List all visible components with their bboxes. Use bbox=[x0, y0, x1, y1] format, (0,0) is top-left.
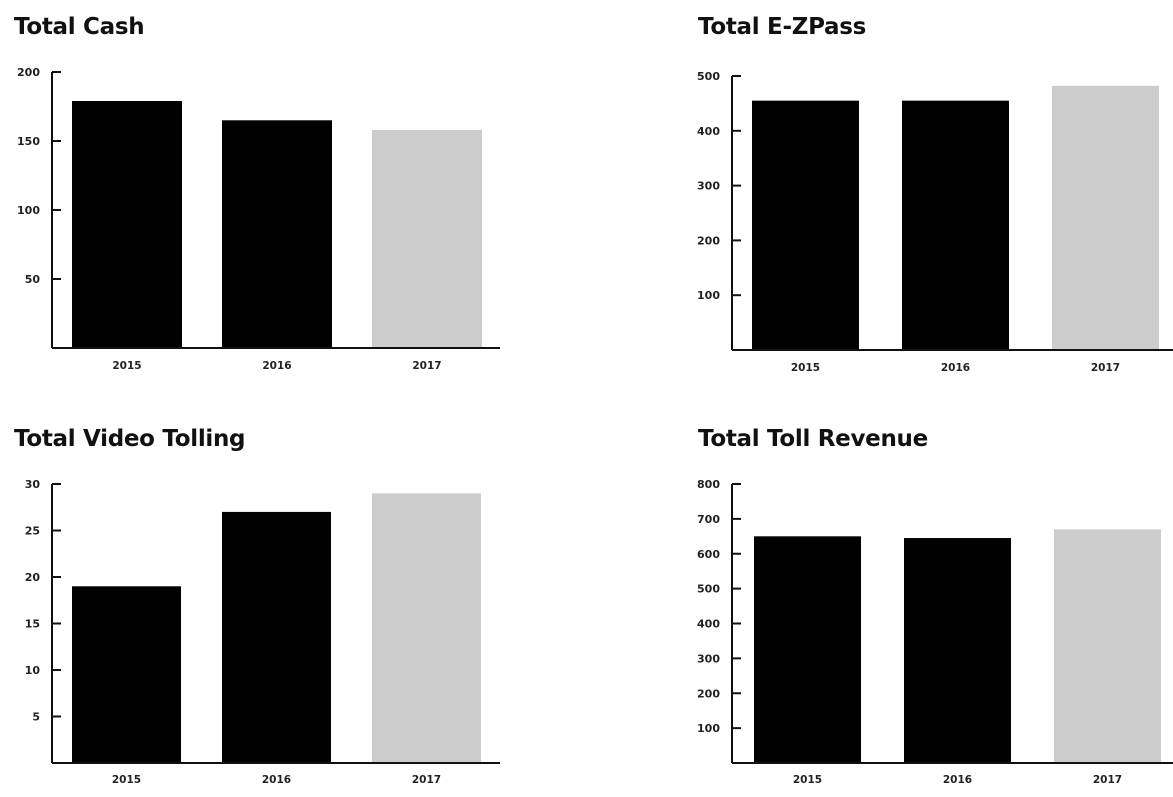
y-tick-label: 100 bbox=[697, 722, 720, 735]
x-category-label: 2017 bbox=[1091, 362, 1120, 374]
y-tick-label: 200 bbox=[697, 687, 720, 700]
x-category-label: 2016 bbox=[941, 362, 970, 374]
x-category-label: 2017 bbox=[412, 774, 441, 786]
y-tick-label: 15 bbox=[25, 618, 40, 631]
bar-2016 bbox=[904, 538, 1011, 763]
chart-title-total-toll-revenue: Total Toll Revenue bbox=[698, 426, 928, 452]
y-tick-label: 200 bbox=[17, 66, 40, 79]
bar-2016 bbox=[222, 120, 332, 348]
y-tick-label: 300 bbox=[697, 180, 720, 193]
bar-2017 bbox=[372, 493, 481, 763]
bar-2016 bbox=[222, 511, 331, 763]
y-tick-label: 600 bbox=[697, 548, 720, 561]
bar-2016 bbox=[902, 100, 1009, 350]
bar-2017 bbox=[372, 129, 482, 348]
y-tick-label: 200 bbox=[697, 234, 720, 247]
bar-2015 bbox=[754, 536, 861, 763]
x-category-label: 2016 bbox=[943, 774, 972, 786]
chart-total-video-tolling: 5 10 15 20 25 30 2015 2016 2017 bbox=[25, 478, 500, 786]
y-tick-label: 100 bbox=[17, 204, 40, 217]
bar-2017 bbox=[1052, 85, 1159, 350]
chart-total-cash: 50 100 150 200 2015 2016 2017 bbox=[17, 66, 500, 372]
y-tick-label: 500 bbox=[697, 583, 720, 596]
x-category-label: 2015 bbox=[112, 774, 141, 786]
x-category-label: 2015 bbox=[793, 774, 822, 786]
y-tick-label: 150 bbox=[17, 135, 40, 148]
y-tick-label: 5 bbox=[32, 711, 40, 724]
chart-title-total-cash: Total Cash bbox=[14, 14, 145, 40]
bar-2015 bbox=[752, 100, 859, 350]
bar-2017 bbox=[1054, 529, 1161, 763]
y-tick-label: 50 bbox=[25, 273, 41, 286]
x-category-label: 2015 bbox=[112, 360, 141, 372]
x-category-label: 2016 bbox=[262, 774, 291, 786]
chart-total-ezpass: 100 200 300 400 500 2015 2016 2017 bbox=[697, 70, 1173, 374]
y-tick-label: 700 bbox=[697, 513, 720, 526]
y-tick-label: 100 bbox=[697, 289, 720, 302]
chart-title-total-ezpass: Total E-ZPass bbox=[698, 14, 867, 40]
y-tick-label: 300 bbox=[697, 652, 720, 665]
y-tick-label: 20 bbox=[25, 571, 41, 584]
chart-total-toll-revenue: 100 200 300 400 500 600 700 800 2015 2016 2017 bbox=[697, 478, 1173, 786]
y-tick-label: 400 bbox=[697, 125, 720, 138]
y-tick-label: 30 bbox=[25, 478, 41, 491]
x-category-label: 2015 bbox=[791, 362, 820, 374]
chart-title-total-video-tolling: Total Video Tolling bbox=[14, 426, 246, 452]
bar-2015 bbox=[72, 100, 182, 348]
y-tick-label: 500 bbox=[697, 70, 720, 83]
x-category-label: 2017 bbox=[412, 360, 441, 372]
y-tick-label: 25 bbox=[25, 525, 40, 538]
x-category-label: 2017 bbox=[1093, 774, 1122, 786]
y-tick-label: 400 bbox=[697, 618, 720, 631]
y-tick-label: 10 bbox=[25, 664, 41, 677]
x-category-label: 2016 bbox=[262, 360, 291, 372]
y-tick-label: 800 bbox=[697, 478, 720, 491]
bar-2015 bbox=[72, 586, 181, 763]
